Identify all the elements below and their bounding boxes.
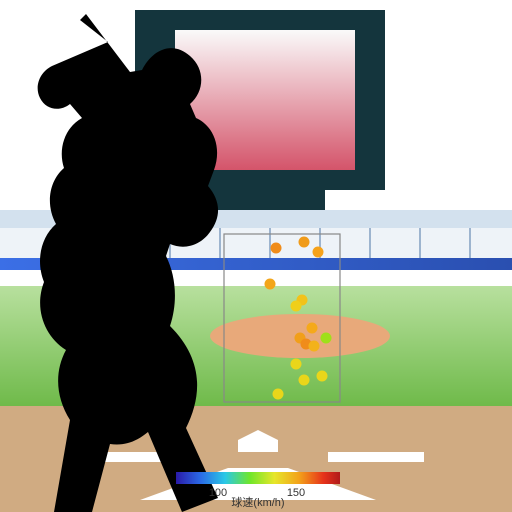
legend-tick: 100 xyxy=(209,487,227,499)
pitch-marker xyxy=(271,243,282,254)
pitch-marker xyxy=(265,279,276,290)
pitch-location-chart: 100 150球速(km/h) xyxy=(0,0,512,512)
batters-box-line xyxy=(328,452,424,462)
pitch-marker xyxy=(313,247,324,258)
pitch-marker xyxy=(317,371,328,382)
legend-label: 球速(km/h) xyxy=(231,495,284,509)
pitch-marker xyxy=(291,359,302,370)
speed-legend-bar xyxy=(176,472,340,484)
pitch-marker xyxy=(299,237,310,248)
pitch-marker xyxy=(273,389,284,400)
pitch-marker xyxy=(321,333,332,344)
pitch-marker xyxy=(291,301,302,312)
pitch-marker xyxy=(309,341,320,352)
legend-tick: 150 xyxy=(287,487,305,499)
pitch-marker xyxy=(299,375,310,386)
pitch-marker xyxy=(307,323,318,334)
